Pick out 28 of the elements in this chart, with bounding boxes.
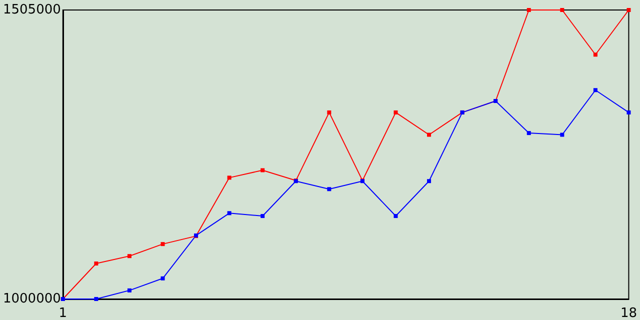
point [260, 168, 265, 172]
point [260, 214, 265, 218]
point [394, 110, 398, 114]
point [327, 187, 332, 192]
point [127, 254, 132, 258]
point [526, 8, 531, 12]
point [427, 132, 432, 137]
point [160, 242, 165, 246]
point [94, 297, 98, 301]
point [394, 214, 398, 218]
point [560, 8, 564, 12]
point [94, 262, 98, 266]
point [593, 52, 598, 57]
point [160, 276, 165, 280]
point [526, 131, 531, 136]
x-tick-label: 1 [58, 306, 68, 320]
point [626, 110, 631, 114]
point [626, 8, 631, 12]
point [427, 179, 432, 184]
point [327, 110, 332, 114]
point [227, 176, 232, 180]
point [560, 132, 564, 137]
point [127, 288, 132, 292]
point [227, 211, 232, 216]
y-tick-label: 1505000 [2, 2, 61, 18]
y-tick-label: 1000000 [2, 292, 61, 306]
x-tick-label: 18 [620, 306, 637, 320]
point [593, 88, 598, 92]
